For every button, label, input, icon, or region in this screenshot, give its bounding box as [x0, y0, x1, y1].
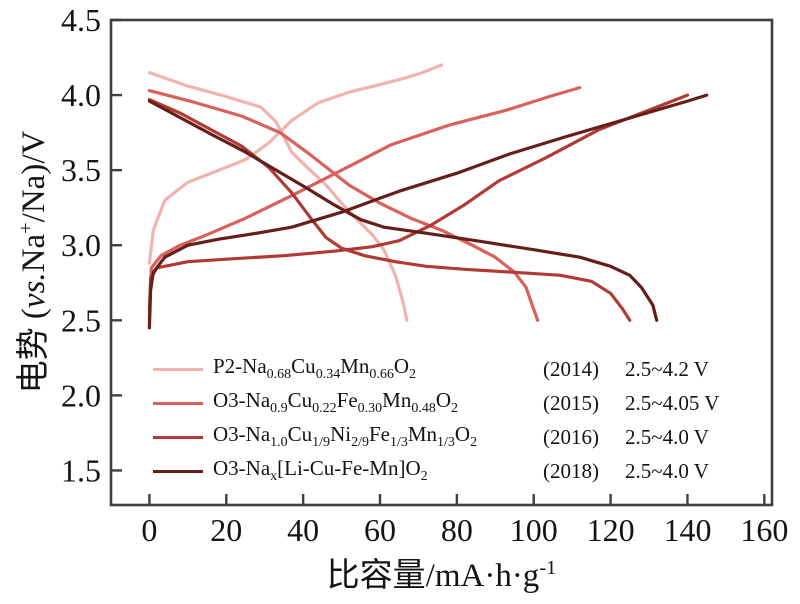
legend-formula: O3-Na0.9Cu0.22Fe0.30Mn0.48O2 — [213, 388, 459, 417]
legend-voltage-range: 2.5~4.2 V — [625, 356, 709, 381]
legend-entry-2015: O3-Na0.9Cu0.22Fe0.30Mn0.48O2 (2015) 2.5~4.… — [153, 386, 753, 420]
y-tick-label: 3.5 — [61, 152, 101, 188]
legend-entry-2016: O3-Na1.0Cu1/9Ni2/9Fe1/3Mn1/3O2 (2016) 2.5~… — [153, 420, 753, 454]
y-tick-label: 2.5 — [61, 302, 101, 338]
legend-formula: O3-Na1.0Cu1/9Ni2/9Fe1/3Mn1/3O2 — [213, 422, 478, 451]
legend-line-swatch — [153, 401, 203, 405]
x-tick-label: 80 — [441, 512, 473, 548]
legend-year: (2015) — [543, 390, 599, 415]
curve-2014-discharge — [147, 70, 409, 322]
legend-line-swatch — [153, 469, 203, 473]
curve-2015-discharge — [147, 88, 540, 322]
legend-entry-2014: P2-Na0.68Cu0.34Mn0.66O2 (2014) 2.5~4.2 V — [153, 352, 753, 386]
legend-year: (2018) — [543, 458, 599, 483]
legend-formula: O3-Nax[Li-Cu-Fe-Mn]O2 — [213, 456, 428, 485]
y-tick-label: 4.5 — [61, 2, 101, 38]
x-tick-label: 160 — [740, 512, 788, 548]
legend: P2-Na0.68Cu0.34Mn0.66O2 (2014) 2.5~4.2 V O3… — [153, 352, 753, 488]
legend-line-swatch — [153, 367, 203, 371]
legend-entry-2018: O3-Nax[Li-Cu-Fe-Mn]O2 (2018) 2.5~4.0 V — [153, 454, 753, 488]
y-axis-label: 电势 (vs.Na+/Na)/V — [15, 130, 52, 394]
legend-year: (2014) — [543, 356, 599, 381]
x-axis-label: 比容量/mA·h·g-1 — [326, 557, 557, 594]
legend-voltage-range: 2.5~4.0 V — [625, 424, 709, 449]
x-tick-label: 60 — [364, 512, 396, 548]
legend-voltage-range: 2.5~4.0 V — [625, 458, 709, 483]
legend-formula: P2-Na0.68Cu0.34Mn0.66O2 — [213, 354, 417, 383]
x-tick-label: 0 — [141, 512, 157, 548]
x-tick-label: 120 — [587, 512, 635, 548]
y-tick-label: 4.0 — [61, 77, 101, 113]
curve-2014-charge — [147, 63, 444, 265]
y-tick-label: 2.0 — [61, 377, 101, 413]
plot-frame — [109, 18, 774, 507]
x-tick-label: 100 — [510, 512, 558, 548]
curve-2015-charge — [147, 85, 582, 310]
legend-line-swatch — [153, 435, 203, 439]
x-tick-label: 20 — [210, 512, 242, 548]
curve-2018-discharge — [147, 99, 659, 322]
x-tick-label: 40 — [287, 512, 319, 548]
curve-2018-charge — [147, 93, 709, 330]
x-tick-label: 140 — [663, 512, 711, 548]
legend-voltage-range: 2.5~4.05 V — [625, 390, 720, 415]
legend-year: (2016) — [543, 424, 599, 449]
curve-2016-discharge — [147, 97, 632, 322]
curve-2016-charge — [147, 93, 690, 322]
y-tick-label: 1.5 — [61, 452, 101, 488]
y-tick-label: 3.0 — [61, 227, 101, 263]
